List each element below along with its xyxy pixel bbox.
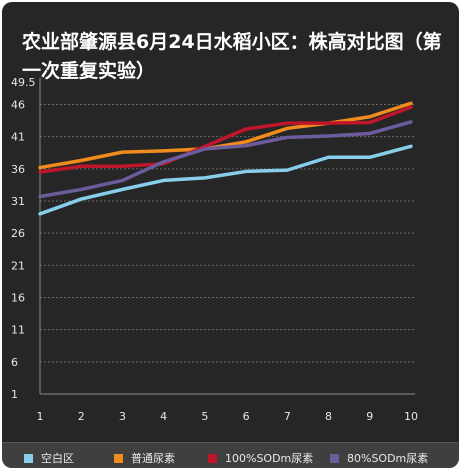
legend-label-sodm100: 100%SODm尿素 bbox=[225, 452, 314, 465]
x-tick-label: 6 bbox=[243, 410, 250, 423]
legend-label-urea: 普通尿素 bbox=[131, 452, 175, 465]
x-tick-label: 3 bbox=[119, 410, 126, 423]
y-tick-label: 46 bbox=[11, 99, 25, 112]
legend-item-sodm80: 80%SODm尿素 bbox=[330, 451, 428, 465]
y-tick-label: 36 bbox=[11, 163, 25, 176]
y-tick-label: 16 bbox=[11, 292, 25, 305]
y-tick-label: 11 bbox=[11, 324, 25, 337]
line-chart: 49.5 46 41 36 31 26 21 16 11 6 1 1 2 3 4 5 6 7 8 9 10 bbox=[11, 76, 419, 423]
series-line-2 bbox=[38, 105, 413, 174]
series-line-1 bbox=[38, 101, 413, 170]
x-tick-label: 8 bbox=[325, 410, 332, 423]
legend-swatch-blank bbox=[24, 453, 33, 463]
legend-label-sodm80: 80%SODm尿素 bbox=[347, 452, 429, 465]
x-tick-label: 9 bbox=[366, 410, 373, 423]
legend-label-blank: 空白区 bbox=[41, 452, 74, 465]
y-tick-label: 49.5 bbox=[11, 76, 36, 89]
series-line-3 bbox=[38, 120, 413, 199]
x-tick-label: 2 bbox=[78, 410, 85, 423]
x-tick-label: 10 bbox=[404, 410, 418, 423]
legend-item-blank: 空白区 bbox=[24, 451, 74, 465]
legend-swatch-sodm100 bbox=[208, 453, 217, 463]
x-axis-ticks: 1 2 3 4 5 6 7 8 9 10 bbox=[37, 410, 419, 423]
y-tick-label: 26 bbox=[11, 227, 25, 240]
legend-item-urea: 普通尿素 bbox=[114, 451, 175, 465]
y-tick-label: 6 bbox=[11, 356, 18, 369]
grid-lines bbox=[39, 78, 415, 395]
x-tick-label: 4 bbox=[160, 410, 167, 423]
y-tick-label: 41 bbox=[11, 131, 25, 144]
y-tick-label: 1 bbox=[11, 388, 18, 401]
y-tick-label: 21 bbox=[11, 259, 25, 272]
x-tick-label: 1 bbox=[37, 410, 44, 423]
y-tick-label: 31 bbox=[11, 195, 25, 208]
legend-swatch-sodm80 bbox=[330, 453, 339, 463]
x-tick-label: 5 bbox=[201, 410, 208, 423]
y-axis-ticks: 49.5 46 41 36 31 26 21 16 11 6 1 bbox=[11, 76, 36, 401]
legend-swatch-urea bbox=[114, 453, 123, 463]
legend: 空白区 普通尿素 100%SODm尿素 80%SODm尿素 bbox=[2, 442, 459, 468]
x-tick-label: 7 bbox=[284, 410, 291, 423]
series-lines bbox=[38, 101, 413, 216]
chart-title: 农业部肇源县6月24日水稻小区：株高对比图（第一次重复实验） bbox=[22, 31, 442, 82]
legend-item-sodm100: 100%SODm尿素 bbox=[208, 451, 313, 465]
series-line-0 bbox=[38, 144, 413, 216]
